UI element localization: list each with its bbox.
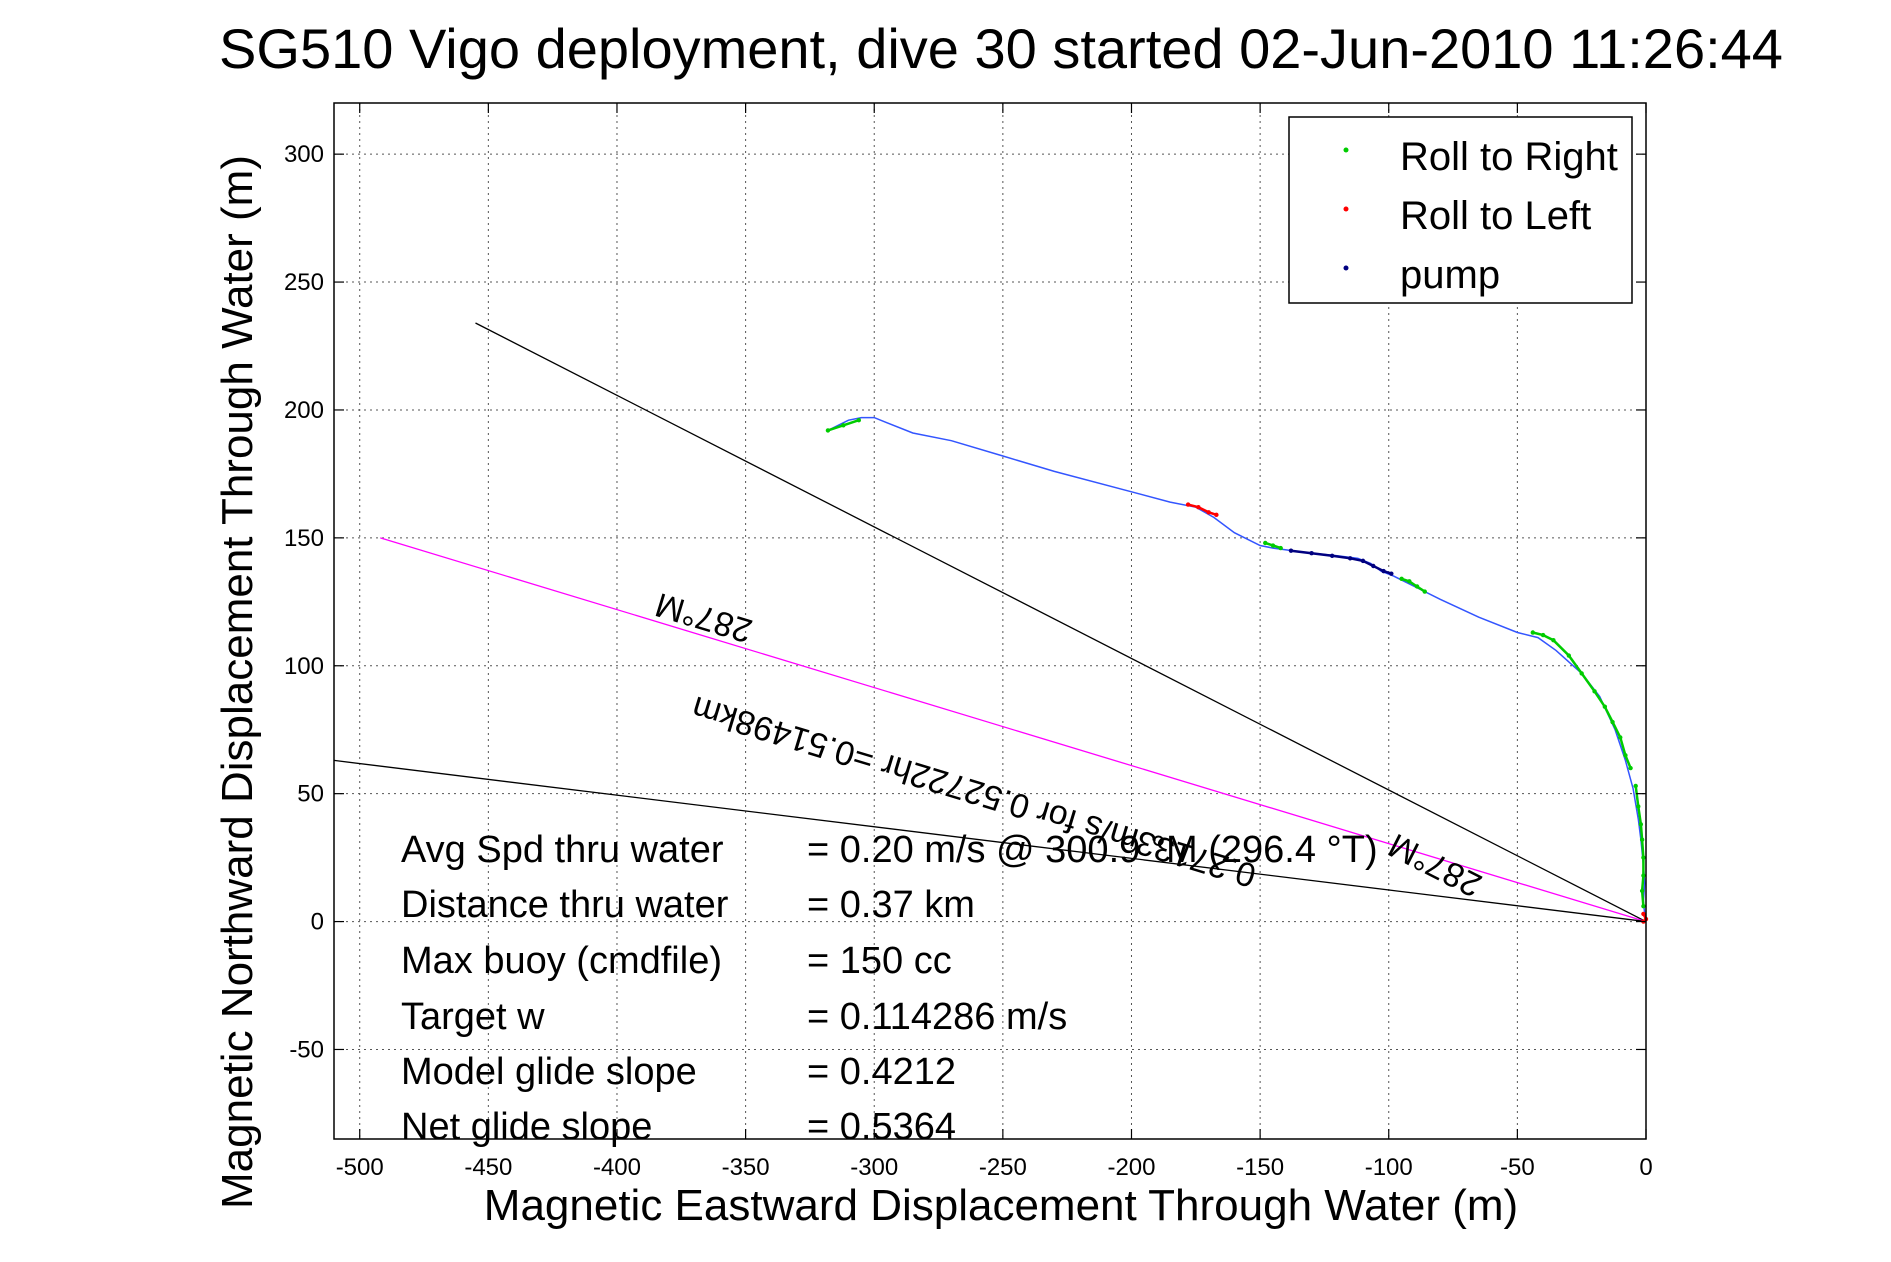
plot-frame [333, 102, 1647, 1140]
roll-right-point [1638, 822, 1644, 827]
legend-marker-roll-right [1343, 147, 1349, 153]
roll-right-point [1639, 888, 1645, 894]
legend-marker-roll-left [1343, 206, 1349, 212]
roll-right-point [1602, 704, 1608, 709]
x-tick-label: -250 [979, 1154, 1027, 1181]
roll-right-point [1566, 653, 1572, 658]
roll-right-point [1610, 719, 1615, 725]
y-tick-label: -50 [289, 1036, 324, 1063]
roll-left-point [1214, 512, 1219, 518]
roll-right-point [1641, 873, 1646, 878]
y-tick-label: 50 [297, 781, 324, 808]
pump-point [1371, 563, 1376, 569]
roll-left-point [1641, 911, 1646, 917]
pump-point [1389, 571, 1394, 576]
heading-line [475, 322, 1647, 923]
heading-line [380, 537, 1647, 923]
stat-value: = 0.114286 m/s [807, 996, 1067, 1038]
roll-right-point [1422, 589, 1427, 594]
roll-right-point [841, 423, 846, 428]
legend-label-pump: pump [1400, 253, 1500, 297]
stat-value: = 150 cc [807, 940, 952, 982]
stat-value: = 0.20 m/s @ 300.9 °M (296.4 °T) [807, 829, 1378, 871]
roll-right-point [1618, 735, 1623, 740]
roll-right-point [1270, 543, 1276, 548]
legend: Roll to Right Roll to Left pump [1288, 116, 1633, 304]
stat-value: = 0.4212 [807, 1051, 956, 1093]
x-tick-label: -350 [722, 1154, 770, 1181]
stat-label: Net glide slope [401, 1106, 652, 1148]
stats-block: Avg Spd thru water = 0.20 m/s @ 300.9 °M… [401, 829, 1378, 1148]
roll-right-point [1641, 904, 1646, 909]
markers-layer [825, 417, 1649, 924]
roll-right-point [1628, 765, 1633, 771]
roll-left-segment [1187, 503, 1217, 516]
legend-marker-pump [1343, 265, 1349, 271]
chart-title: SG510 Vigo deployment, dive 30 started 0… [219, 17, 1783, 80]
y-tick-label: 100 [284, 653, 324, 680]
stat-label: Avg Spd thru water [401, 829, 724, 871]
roll-right-point [1636, 804, 1641, 809]
x-tick-label: -100 [1365, 1154, 1413, 1181]
stat-value: = 0.5364 [807, 1106, 956, 1148]
axis-ticks: -500 -450 -400 -350 -300 -250 -200 -150 -100 -50 0… [284, 103, 1653, 1181]
roll-left-point [1196, 504, 1201, 510]
x-tick-label: -300 [850, 1154, 898, 1181]
x-tick-label: -50 [1500, 1154, 1535, 1181]
x-tick-label: 0 [1639, 1154, 1652, 1181]
stat-label: Model glide slope [401, 1051, 697, 1093]
heading-line [333, 759, 1647, 923]
roll-right-segment [1634, 785, 1645, 907]
y-tick-label: 200 [284, 397, 324, 424]
y-tick-label: 0 [311, 909, 324, 936]
roll-right-point [856, 417, 861, 423]
stat-label: Target w [401, 996, 545, 1038]
roll-right-point [1540, 632, 1546, 638]
roll-right-point [825, 428, 831, 433]
y-axis-label: Magnetic Northward Displacement Through … [213, 155, 262, 1209]
x-tick-label: -200 [1107, 1154, 1155, 1181]
pump-point [1347, 556, 1353, 561]
pump-point [1329, 553, 1335, 558]
roll-right-point [1551, 637, 1556, 643]
roll-right-point [1399, 576, 1404, 581]
y-tick-label: 300 [284, 141, 324, 168]
roll-right-point [1633, 783, 1638, 789]
legend-label-roll-left: Roll to Left [1400, 194, 1591, 238]
y-tick-label: 250 [284, 269, 324, 296]
roll-right-point [1579, 671, 1584, 676]
stat-value: = 0.37 km [807, 884, 975, 926]
roll-right-point [1278, 545, 1283, 551]
pump-point [1381, 568, 1386, 574]
x-tick-label: -150 [1236, 1154, 1284, 1181]
roll-right-point [1530, 630, 1536, 635]
reference-lines [333, 322, 1647, 923]
pump-point [1288, 548, 1294, 553]
x-tick-label: -500 [336, 1154, 384, 1181]
roll-right-point [1407, 579, 1412, 584]
x-tick-label: -400 [593, 1154, 641, 1181]
x-tick-label: -450 [464, 1154, 512, 1181]
roll-right-point [1623, 753, 1628, 758]
roll-right-point [1641, 855, 1646, 860]
roll-left-point [1206, 510, 1211, 515]
roll-right-point [1592, 689, 1597, 694]
roll-right-segment [1401, 577, 1426, 593]
roll-right-point [1639, 837, 1645, 842]
y-tick-label: 150 [284, 525, 324, 552]
roll-left-point [1185, 502, 1191, 507]
roll-right-point [1263, 540, 1268, 546]
pump-point [1309, 551, 1314, 556]
stat-label: Distance thru water [401, 884, 729, 926]
stat-label: Max buoy (cmdfile) [401, 940, 722, 982]
pump-point [1360, 558, 1366, 564]
roll-right-point [1414, 584, 1420, 589]
x-axis-label: Magnetic Eastward Displacement Through W… [484, 1181, 1518, 1230]
legend-label-roll-right: Roll to Right [1400, 135, 1618, 179]
